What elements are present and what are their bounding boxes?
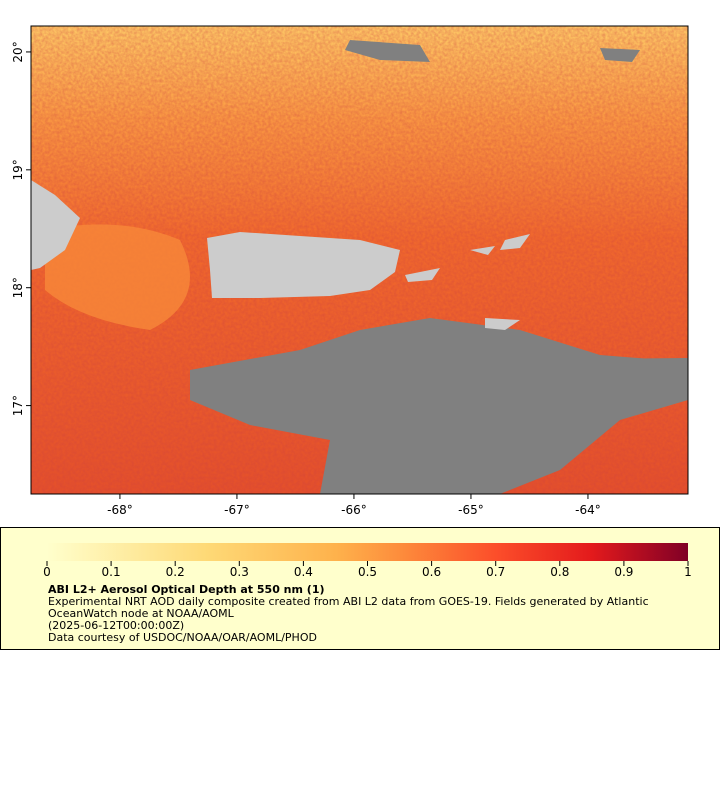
colorbar-tick-label: 1: [684, 565, 692, 579]
colorbar-tick-label: 0: [43, 565, 51, 579]
colorbar-tick-label: 0.4: [294, 565, 313, 579]
x-tick-label: -67°: [224, 503, 250, 517]
x-tick-label: -68°: [107, 503, 133, 517]
x-tick-label: -66°: [341, 503, 367, 517]
axes: -68° -67° -66° -65° -64° 17° 18° 19° 20°: [11, 41, 601, 517]
caption-line: (2025-06-12T00:00:00Z): [48, 619, 184, 632]
caption-line: OceanWatch node at NOAA/AOML: [48, 607, 235, 620]
colorbar-tick-label: 0.6: [422, 565, 441, 579]
colorbar: [47, 543, 688, 561]
y-tick-label: 17°: [11, 395, 25, 416]
x-tick-label: -64°: [575, 503, 601, 517]
map-frame: [30, 25, 689, 495]
colorbar-tick-label: 0.3: [230, 565, 249, 579]
y-tick-label: 19°: [11, 159, 25, 180]
colorbar-tick-label: 0.5: [358, 565, 377, 579]
colorbar-tick-label: 0.1: [102, 565, 121, 579]
colorbar-tick-label: 0.9: [614, 565, 633, 579]
caption-line: Experimental NRT AOD daily composite cre…: [48, 595, 649, 608]
colorbar-tick-label: 0.8: [550, 565, 569, 579]
x-tick-label: -65°: [458, 503, 484, 517]
colorbar-ticks: 0 0.1 0.2 0.3 0.4 0.5 0.6 0.7 0.8 0.9 1: [43, 561, 692, 579]
caption-line: Data courtesy of USDOC/NOAA/OAR/AOML/PHO…: [48, 631, 317, 644]
y-tick-label: 20°: [11, 41, 25, 62]
caption-title: ABI L2+ Aerosol Optical Depth at 550 nm …: [48, 583, 325, 596]
colorbar-tick-label: 0.7: [486, 565, 505, 579]
map-raster: [31, 26, 688, 494]
colorbar-tick-label: 0.2: [166, 565, 185, 579]
y-tick-label: 18°: [11, 277, 25, 298]
